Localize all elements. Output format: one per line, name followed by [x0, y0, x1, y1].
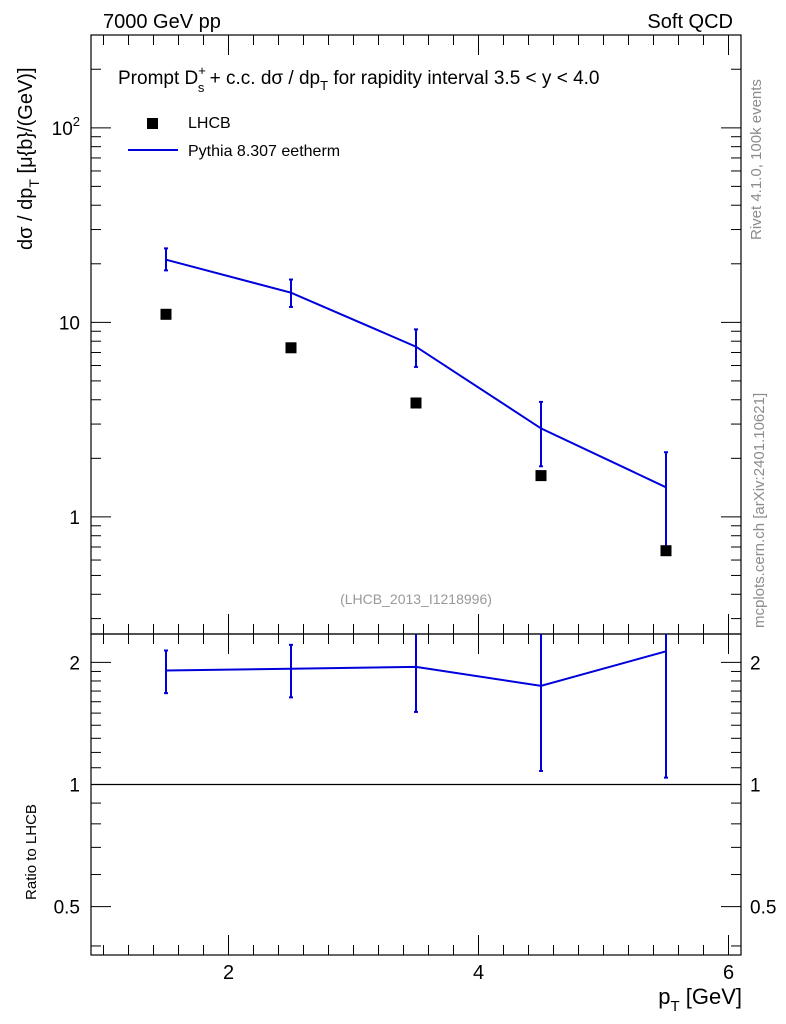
ratio-series [164, 634, 668, 779]
main-axis-ticks: 1 10 102 [52, 34, 741, 634]
pythia-line [165, 258, 667, 489]
legend-marker-lhcb [147, 118, 158, 129]
lhcb-data-point [285, 342, 297, 354]
main-series [160, 247, 672, 557]
analysis-watermark: (LHCB_2013_I1218996) [340, 591, 492, 607]
legend-label-pythia: Pythia 8.307 eetherm [188, 143, 340, 160]
lhcb-data-point [160, 308, 172, 320]
y-tick-label: 1 [69, 508, 80, 529]
lhcb-data-point [535, 470, 547, 482]
header-left: 7000 GeV pp [103, 11, 221, 33]
header-right: Soft QCD [647, 11, 733, 33]
lhcb-data-point [410, 397, 422, 409]
lhcb-data-point [660, 545, 672, 557]
y-axis-label: dσ / dpT [μ{b}/(GeV)] [15, 67, 42, 250]
ratio-y-tick-label-right: 1 [750, 776, 761, 797]
x-tick-label: 4 [473, 962, 484, 984]
y-tick-label: 102 [52, 114, 80, 140]
ratio-y-tick-label-left: 2 [69, 653, 80, 674]
x-tick-label: 6 [723, 962, 734, 984]
ratio-y-tick-label-left: 1 [69, 776, 80, 797]
ratio-y-tick-label-left: 0.5 [54, 898, 80, 919]
chart-title: Prompt D+ s + c.c. dσ / dpT for rapidity … [118, 63, 599, 95]
legend-label-lhcb: LHCB [188, 115, 231, 132]
ratio-y-axis-label: Ratio to LHCB [23, 804, 40, 900]
mcplots-label: mcplots.cern.ch [arXiv:2401.10621] [751, 393, 768, 628]
ratio-axis-ticks: 0.5 0.5 1 1 2 2 2 4 6 [54, 634, 776, 984]
rivet-label: Rivet 4.1.0, 100k events [748, 79, 765, 240]
x-axis-label: pT [GeV] [658, 984, 742, 1015]
y-tick-label: 10 [59, 313, 80, 334]
x-tick-label: 2 [223, 962, 234, 984]
ratio-y-tick-label-right: 0.5 [750, 898, 776, 919]
ratio-y-tick-label-right: 2 [750, 653, 761, 674]
